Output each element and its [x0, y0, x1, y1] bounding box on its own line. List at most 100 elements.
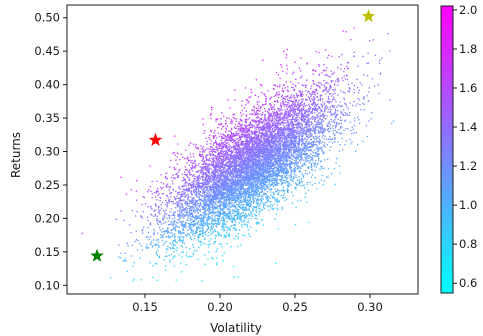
scatter-point	[236, 214, 238, 216]
scatter-point	[271, 121, 273, 123]
scatter-point	[338, 123, 340, 125]
scatter-point	[306, 131, 309, 133]
scatter-point	[239, 179, 242, 181]
scatter-point	[213, 189, 215, 191]
scatter-point	[311, 104, 314, 106]
scatter-point	[277, 146, 279, 148]
scatter-point	[281, 121, 283, 123]
scatter-point	[172, 183, 174, 185]
scatter-point	[271, 207, 273, 209]
scatter-point	[253, 145, 256, 148]
scatter-point	[294, 159, 296, 162]
scatter-point	[277, 114, 279, 116]
scatter-point	[301, 120, 303, 122]
scatter-point	[337, 94, 339, 96]
scatter-point	[330, 112, 332, 115]
scatter-point	[188, 214, 190, 216]
scatter-point	[209, 146, 212, 148]
scatter-point	[165, 178, 168, 180]
scatter-point	[174, 228, 176, 230]
scatter-point	[239, 176, 241, 178]
scatter-point	[240, 112, 242, 114]
scatter-point	[234, 165, 236, 168]
scatter-point	[335, 162, 337, 164]
scatter-point	[172, 240, 175, 242]
scatter-point	[249, 123, 251, 125]
scatter-point	[272, 178, 274, 180]
scatter-point	[186, 211, 189, 214]
scatter-point	[154, 213, 157, 216]
scatter-point	[261, 155, 264, 158]
scatter-point	[259, 154, 261, 156]
scatter-point	[256, 186, 258, 189]
scatter-point	[290, 100, 292, 102]
scatter-point	[272, 151, 274, 154]
scatter-point	[296, 124, 299, 126]
scatter-point	[228, 200, 230, 202]
scatter-point	[318, 138, 320, 140]
scatter-point	[317, 149, 319, 151]
scatter-point	[323, 84, 325, 87]
scatter-point	[149, 165, 151, 167]
scatter-point	[341, 126, 343, 128]
scatter-point	[316, 104, 318, 106]
scatter-point	[267, 135, 270, 137]
scatter-point	[283, 144, 285, 146]
scatter-point	[253, 159, 255, 161]
scatter-point	[185, 209, 187, 211]
scatter-point	[287, 154, 289, 156]
scatter-point	[240, 204, 242, 206]
scatter-point	[263, 133, 265, 135]
scatter-point	[238, 186, 241, 188]
scatter-point	[206, 217, 208, 219]
scatter-point	[303, 152, 305, 155]
scatter-point	[308, 128, 310, 130]
scatter-point	[267, 148, 269, 151]
scatter-point	[269, 97, 271, 99]
scatter-point	[252, 166, 254, 169]
scatter-point	[280, 112, 282, 114]
scatter-point	[226, 125, 228, 127]
scatter-point	[240, 177, 242, 179]
scatter-point	[191, 198, 194, 200]
scatter-point	[174, 226, 176, 229]
scatter-point	[214, 229, 216, 231]
scatter-point	[322, 90, 324, 92]
scatter-point	[277, 165, 279, 167]
scatter-point	[238, 158, 240, 160]
scatter-point	[255, 136, 257, 138]
scatter-point	[347, 83, 350, 86]
scatter-point	[243, 188, 245, 190]
scatter-point	[265, 181, 267, 183]
scatter-point	[330, 139, 332, 141]
scatter-point	[224, 179, 226, 182]
scatter-point	[279, 86, 281, 88]
scatter-point	[240, 119, 242, 121]
scatter-point	[300, 148, 302, 150]
scatter-point	[263, 121, 265, 124]
scatter-point	[238, 229, 241, 231]
scatter-point	[273, 151, 275, 153]
scatter-point	[240, 126, 242, 128]
scatter-point	[218, 170, 221, 172]
scatter-point	[328, 108, 330, 110]
scatter-point	[320, 160, 322, 162]
scatter-point	[199, 230, 202, 232]
scatter-point	[226, 155, 228, 157]
scatter-point	[172, 189, 175, 191]
scatter-point	[213, 171, 215, 173]
scatter-point	[264, 103, 267, 105]
scatter-point	[268, 108, 270, 110]
scatter-point	[295, 78, 297, 80]
scatter-point	[275, 94, 277, 96]
scatter-point	[216, 262, 218, 264]
scatter-point	[251, 113, 253, 116]
scatter-point	[156, 180, 158, 182]
scatter-point	[279, 108, 281, 110]
scatter-point	[198, 217, 200, 219]
scatter-point	[297, 183, 300, 185]
scatter-point	[316, 110, 319, 112]
scatter-point	[188, 164, 191, 167]
scatter-point	[290, 122, 293, 124]
scatter-point	[302, 149, 305, 152]
